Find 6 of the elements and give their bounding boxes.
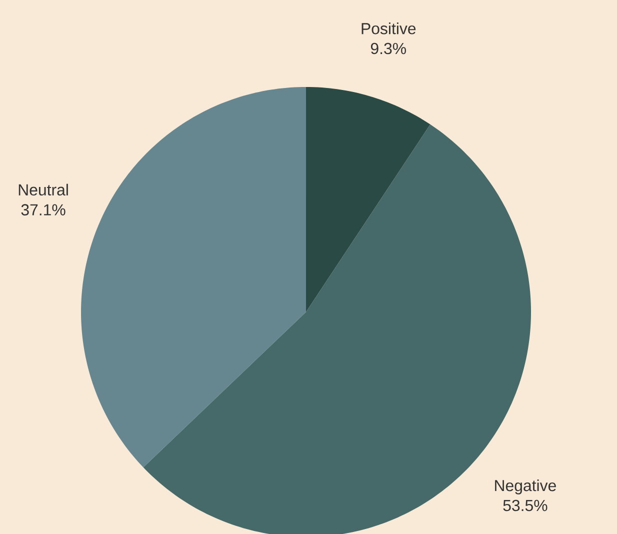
data-label: 9.3%	[370, 42, 406, 54]
slice-label: Negative	[495, 480, 556, 494]
data-label: 37.1%	[21, 204, 66, 216]
slice-label: Positive	[362, 22, 416, 34]
slice-label: Neutral	[18, 184, 68, 196]
data-label: 53.5%	[503, 500, 548, 512]
